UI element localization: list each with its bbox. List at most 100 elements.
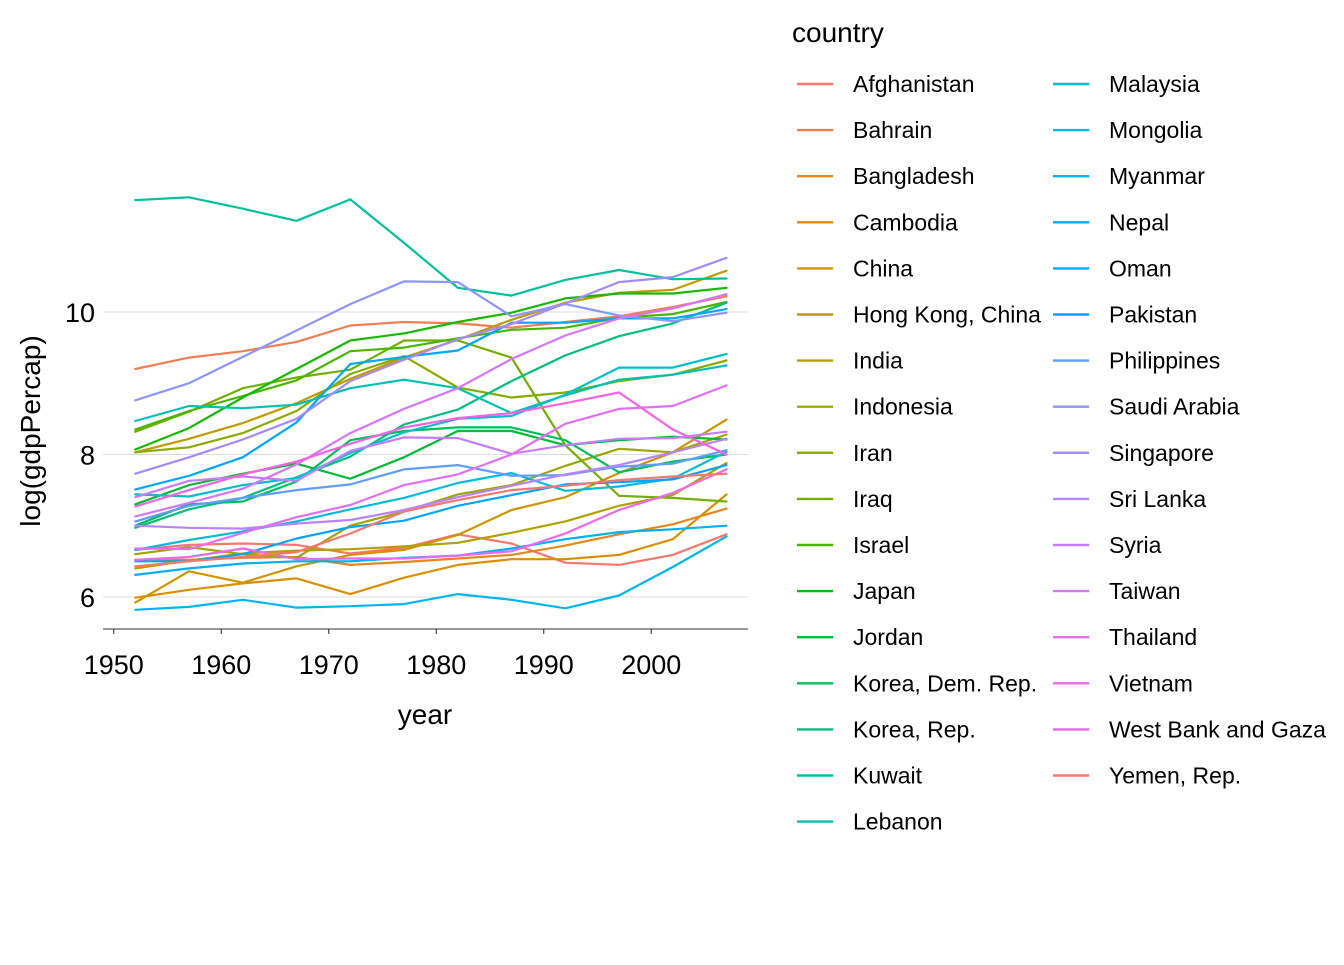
series-line (134, 426, 728, 527)
series-line (134, 533, 728, 567)
legend-label: Japan (853, 578, 916, 604)
series-line (134, 308, 728, 491)
series-line (134, 535, 728, 611)
series-line (134, 493, 728, 599)
legend-item: India (797, 348, 903, 374)
series-line (134, 286, 728, 451)
legend-item: Pakistan (1053, 302, 1197, 328)
legend-label: Iran (853, 440, 893, 466)
series-line (134, 364, 728, 423)
legend-label: Lebanon (853, 809, 943, 835)
series-line (134, 196, 728, 297)
legend-item: Vietnam (1053, 670, 1193, 696)
legend-item: Bangladesh (797, 163, 975, 189)
legend-label: Iraq (853, 486, 893, 512)
legend-label: Oman (1109, 255, 1172, 281)
legend-label: Yemen, Rep. (1109, 763, 1241, 789)
legend-label: Korea, Rep. (853, 716, 976, 742)
legend-label: Syria (1109, 532, 1162, 558)
legend-label: Pakistan (1109, 302, 1197, 328)
legend-label: Jordan (853, 624, 923, 650)
legend-item: Cambodia (797, 209, 958, 235)
legend-item: Japan (797, 578, 916, 604)
legend-label: Taiwan (1109, 578, 1181, 604)
legend-item: Mongolia (1053, 117, 1203, 143)
legend-label: Hong Kong, China (853, 302, 1041, 328)
legend-item: Singapore (1053, 440, 1214, 466)
legend-items: Afghanistan Bahrain Bangladesh Cambodia Chin… (797, 71, 1326, 835)
series-line (134, 418, 728, 604)
y-axis-title: log(gdpPercap) (15, 335, 46, 526)
legend-item: Saudi Arabia (1053, 394, 1240, 420)
series-line (134, 355, 728, 454)
legend-label: Mongolia (1109, 117, 1203, 143)
legend-item: China (797, 255, 913, 281)
legend-item: Lebanon (797, 809, 943, 835)
legend-item: West Bank and Gaza (1053, 716, 1326, 742)
legend-item: Yemen, Rep. (1053, 763, 1241, 789)
axes: 1950 1960 1970 1980 1990 2000 6 8 10 (65, 298, 748, 680)
series-line (134, 391, 728, 508)
legend-item: Bahrain (797, 117, 932, 143)
legend-label: Myanmar (1109, 163, 1205, 189)
series-line (134, 437, 728, 530)
legend-label: Bangladesh (853, 163, 975, 189)
series-line (134, 464, 728, 563)
x-tick-label: 1950 (84, 650, 144, 680)
legend-label: Saudi Arabia (1109, 394, 1240, 420)
legend-label: Cambodia (853, 209, 958, 235)
series-line (134, 384, 728, 551)
legend-label: India (853, 348, 903, 374)
legend-label: Vietnam (1109, 670, 1193, 696)
legend-label: Malaysia (1109, 71, 1200, 97)
legend-item: Sri Lanka (1053, 486, 1206, 512)
x-tick-label: 1970 (299, 650, 359, 680)
legend-item: Korea, Rep. (797, 716, 976, 742)
legend-item: Iraq (797, 486, 893, 512)
series-line (134, 472, 728, 568)
x-tick-label: 2000 (621, 650, 681, 680)
legend-item: Hong Kong, China (797, 302, 1041, 328)
x-axis-title: year (398, 699, 452, 730)
y-tick-label: 6 (80, 583, 95, 613)
legend-item: Myanmar (1053, 163, 1205, 189)
series-line (134, 449, 728, 523)
legend-label: China (853, 255, 913, 281)
legend-label: Kuwait (853, 763, 923, 789)
legend-title: country (792, 17, 884, 48)
x-tick-label: 1960 (191, 650, 251, 680)
series-line (134, 450, 728, 552)
series-line (134, 352, 728, 498)
series-line (134, 468, 728, 562)
legend-item: Israel (797, 532, 909, 558)
legend-item: Jordan (797, 624, 923, 650)
legend-item: Iran (797, 440, 893, 466)
legend-label: Philippines (1109, 348, 1220, 374)
legend-label: West Bank and Gaza (1109, 716, 1326, 742)
series-lines (134, 196, 728, 611)
legend-item: Taiwan (1053, 578, 1181, 604)
legend-item: Syria (1053, 532, 1162, 558)
legend-item: Indonesia (797, 394, 953, 420)
legend-label: Bahrain (853, 117, 932, 143)
legend-item: Korea, Dem. Rep. (797, 670, 1037, 696)
legend-label: Afghanistan (853, 71, 974, 97)
series-line (134, 293, 728, 518)
series-line (134, 295, 728, 371)
legend-label: Thailand (1109, 624, 1197, 650)
legend-label: Singapore (1109, 440, 1214, 466)
legend-item: Philippines (1053, 348, 1220, 374)
legend-label: Indonesia (853, 394, 953, 420)
y-tick-label: 8 (80, 440, 95, 470)
legend-label: Korea, Dem. Rep. (853, 670, 1037, 696)
legend-label: Sri Lanka (1109, 486, 1206, 512)
legend-item: Malaysia (1053, 71, 1200, 97)
legend-item: Nepal (1053, 209, 1169, 235)
series-line (134, 256, 728, 475)
legend-item: Oman (1053, 255, 1172, 281)
legend-item: Kuwait (797, 763, 923, 789)
legend: country Afghanistan Bahrain Bangladesh Camb… (792, 17, 1326, 835)
legend-item: Thailand (1053, 624, 1197, 650)
